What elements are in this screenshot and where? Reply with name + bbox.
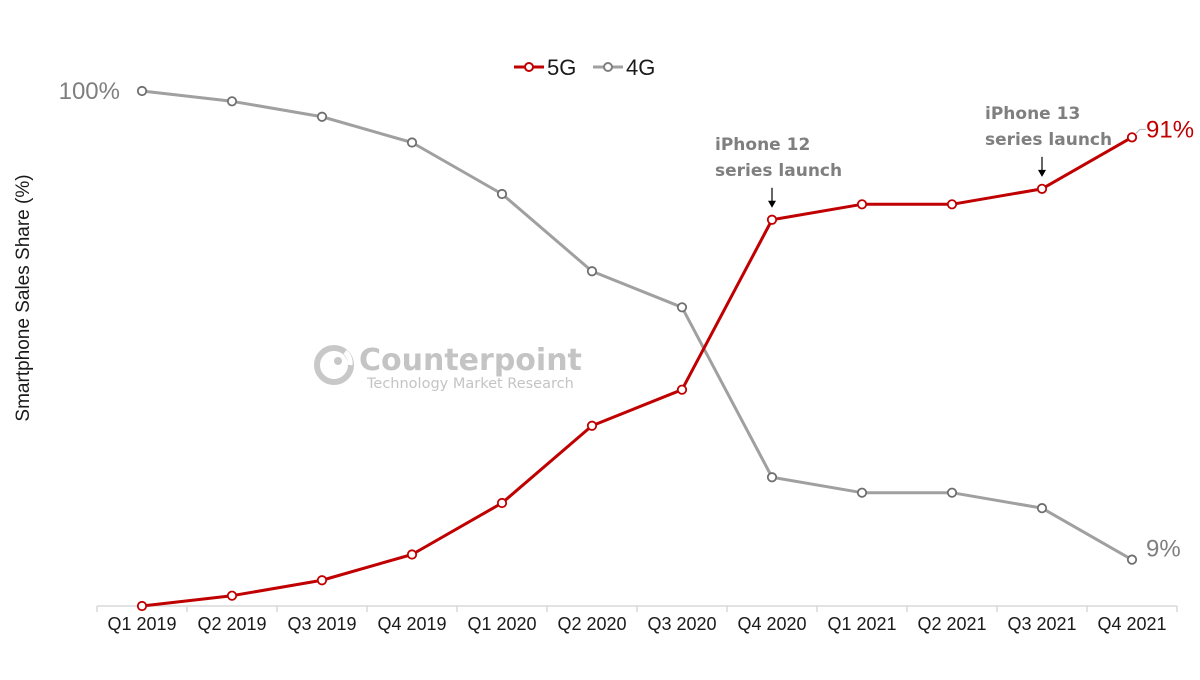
data-point-marker[interactable] [406, 137, 418, 148]
x-tick-label: Q1 2019 [107, 614, 176, 634]
data-point-marker[interactable] [226, 96, 238, 107]
data-point-marker[interactable] [316, 575, 328, 586]
data-label-5g: 91% [1146, 116, 1194, 143]
x-tick-label: Q4 2019 [377, 614, 446, 634]
annotation-text: series launch [715, 161, 842, 181]
watermark-title: Counterpoint [359, 343, 582, 378]
data-point-marker[interactable] [586, 420, 598, 431]
series-4g [136, 85, 1138, 565]
legend-item-4g[interactable]: 4G [593, 55, 655, 80]
legend-marker-icon [524, 62, 534, 72]
data-point-marker[interactable] [856, 487, 868, 498]
annotation-text: series launch [985, 130, 1112, 150]
annotations: iPhone 12 series launch iPhone 13 series la… [715, 104, 1112, 208]
x-tick-label: Q3 2019 [287, 614, 356, 634]
data-point-marker[interactable] [766, 214, 778, 225]
annotation-iphone-12: iPhone 12 series launch [715, 135, 842, 208]
x-axis: Q1 2019 Q2 2019 Q3 2019 Q4 2019 Q1 2020 Q2 20… [96, 605, 1178, 634]
counterpoint-logo-icon [314, 345, 354, 385]
data-point-marker[interactable] [856, 199, 868, 210]
data-point-marker[interactable] [676, 384, 688, 395]
arrow-down-icon [1038, 169, 1046, 177]
legend-label-4g: 4G [626, 55, 655, 80]
data-point-marker[interactable] [496, 188, 508, 200]
series-layer [136, 85, 1138, 612]
x-tick-label: Q4 2020 [737, 614, 806, 634]
data-point-marker[interactable] [406, 549, 418, 560]
data-label-4g: 9% [1146, 536, 1181, 563]
data-point-marker[interactable] [766, 472, 778, 483]
watermark: Counterpoint Technology Market Research [314, 343, 582, 392]
legend-item-5g[interactable]: 5G [514, 55, 576, 80]
series-line [141, 89, 1133, 561]
x-tick-label: Q3 2021 [1007, 614, 1076, 634]
leader-line [1135, 128, 1146, 134]
data-point-marker[interactable] [1126, 554, 1138, 565]
data-labels: 100% 91% 9% [59, 78, 1194, 563]
data-point-marker[interactable] [586, 266, 598, 277]
annotation-text: iPhone 12 [715, 135, 810, 155]
data-point-marker[interactable] [1126, 132, 1138, 143]
data-point-marker[interactable] [226, 590, 238, 601]
x-tick-label: Q4 2021 [1097, 614, 1166, 634]
arrow-down-icon [768, 200, 776, 208]
legend-marker-icon [603, 62, 613, 72]
data-point-marker[interactable] [676, 302, 688, 313]
watermark-subtitle: Technology Market Research [366, 376, 574, 392]
series-line [141, 136, 1133, 608]
data-point-marker[interactable] [496, 497, 508, 509]
data-label-4g: 100% [59, 78, 120, 105]
data-point-marker[interactable] [136, 85, 148, 97]
x-tick-label: Q2 2019 [197, 614, 266, 634]
y-axis-label: Smartphone Sales Share (%) [13, 174, 34, 421]
data-point-marker[interactable] [136, 600, 148, 612]
data-point-marker[interactable] [946, 487, 958, 498]
data-point-marker[interactable] [1036, 183, 1048, 194]
x-tick-label: Q1 2020 [467, 614, 536, 634]
x-tick-label: Q2 2020 [557, 614, 626, 634]
annotation-iphone-13: iPhone 13 series launch [985, 104, 1112, 177]
annotation-text: iPhone 13 [985, 104, 1080, 124]
data-point-marker[interactable] [1036, 503, 1048, 514]
data-point-marker[interactable] [946, 199, 958, 210]
legend-label-5g: 5G [547, 55, 576, 80]
legend: 5G 4G [514, 55, 655, 80]
x-tick-label: Q1 2021 [827, 614, 896, 634]
x-tick-label: Q3 2020 [647, 614, 716, 634]
data-point-marker[interactable] [316, 111, 328, 122]
series-5g [136, 132, 1138, 612]
x-tick-label: Q2 2021 [917, 614, 986, 634]
